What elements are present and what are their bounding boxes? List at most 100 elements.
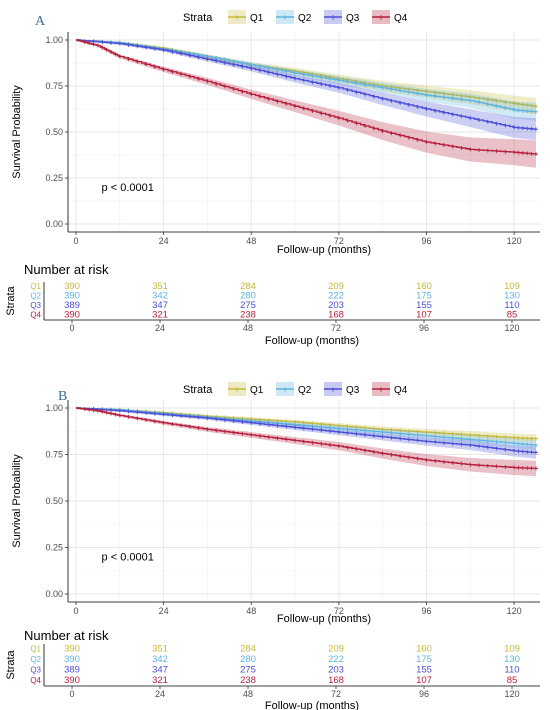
censor-mark bbox=[336, 116, 341, 121]
risk-count: 284 bbox=[240, 281, 256, 292]
censor-mark bbox=[144, 45, 149, 50]
legend-cross-q1: + bbox=[234, 385, 240, 396]
censor-mark bbox=[284, 101, 289, 106]
censor-mark bbox=[494, 446, 499, 451]
censor-mark bbox=[363, 428, 368, 433]
risk-count: 85 bbox=[507, 675, 518, 686]
x-tick-label: 0 bbox=[73, 606, 78, 616]
censor-mark bbox=[485, 102, 490, 107]
censor-mark bbox=[187, 74, 192, 79]
censor-mark bbox=[468, 147, 473, 152]
censor-mark bbox=[534, 109, 538, 114]
legend-label-q1: Q1 bbox=[250, 13, 264, 24]
censor-mark bbox=[415, 456, 420, 461]
censor-mark bbox=[529, 466, 534, 471]
censor-mark bbox=[529, 151, 534, 156]
censor-mark bbox=[214, 428, 219, 433]
censor-mark bbox=[240, 64, 245, 69]
censor-mark bbox=[109, 40, 114, 45]
censor-mark bbox=[468, 462, 473, 467]
censor-mark bbox=[363, 82, 368, 87]
censor-mark bbox=[424, 433, 429, 438]
censor-mark bbox=[406, 90, 411, 95]
censor-mark bbox=[319, 424, 324, 429]
censor-mark bbox=[249, 92, 254, 97]
censor-mark bbox=[442, 459, 446, 464]
censor-mark bbox=[450, 460, 455, 465]
censor-mark bbox=[442, 143, 446, 148]
censor-mark bbox=[310, 74, 315, 79]
censor-mark bbox=[503, 447, 508, 452]
censor-mark bbox=[468, 95, 473, 100]
censor-mark bbox=[336, 426, 341, 431]
risk-y-axis-title: Strata bbox=[5, 285, 17, 315]
censor-mark bbox=[363, 448, 368, 453]
censor-mark bbox=[117, 54, 122, 59]
censor-mark bbox=[100, 409, 105, 414]
censor-mark bbox=[371, 84, 376, 89]
censor-mark bbox=[319, 441, 324, 446]
censor-mark bbox=[196, 415, 201, 420]
censor-mark bbox=[249, 432, 254, 437]
censor-mark bbox=[336, 78, 341, 83]
censor-mark bbox=[398, 88, 403, 93]
censor-mark bbox=[459, 442, 464, 447]
p-value: p < 0.0001 bbox=[102, 182, 154, 194]
risk-count: 238 bbox=[240, 309, 256, 320]
y-axis-title: Survival Probability bbox=[11, 454, 23, 548]
risk-table-area bbox=[44, 644, 540, 686]
censor-mark bbox=[266, 97, 271, 102]
risk-count: 275 bbox=[240, 665, 256, 676]
censor-mark bbox=[336, 444, 341, 449]
censor-mark bbox=[100, 45, 105, 50]
risk-count: 389 bbox=[64, 665, 80, 676]
censor-mark bbox=[336, 430, 341, 435]
censor-mark bbox=[293, 76, 298, 81]
censor-mark bbox=[380, 96, 385, 101]
censor-mark bbox=[144, 417, 149, 422]
x-axis-title: Follow-up (months) bbox=[277, 244, 371, 256]
censor-mark bbox=[512, 150, 517, 155]
censor-mark bbox=[433, 434, 438, 439]
censor-mark bbox=[389, 131, 394, 136]
censor-mark bbox=[529, 103, 534, 108]
censor-mark bbox=[525, 103, 530, 108]
risk-count: 390 bbox=[64, 675, 80, 686]
censor-mark bbox=[258, 68, 262, 73]
censor-mark bbox=[82, 40, 87, 45]
x-tick-label: 24 bbox=[159, 236, 169, 246]
censor-mark bbox=[389, 452, 394, 457]
risk-row-label-q3: Q3 bbox=[30, 666, 41, 675]
legend-cross-q3: + bbox=[330, 385, 336, 396]
risk-count: 351 bbox=[152, 281, 168, 292]
censor-mark bbox=[249, 66, 254, 71]
km-panel-a: A Strata + Q1 + Q2 + Q3 + Q4 0 24 48 72 96 120 0.00 0.25 0… bbox=[5, 10, 540, 347]
censor-mark bbox=[109, 411, 114, 416]
censor-mark bbox=[520, 465, 525, 470]
censor-mark bbox=[222, 84, 227, 89]
censor-mark bbox=[512, 441, 517, 446]
censor-mark bbox=[371, 433, 376, 438]
censor-mark bbox=[258, 434, 262, 439]
censor-mark bbox=[152, 419, 157, 424]
risk-row-label-q2: Q2 bbox=[30, 291, 41, 300]
censor-mark bbox=[231, 62, 236, 67]
censor-mark bbox=[205, 57, 210, 62]
censor-mark bbox=[135, 59, 140, 64]
risk-x-tick-label: 48 bbox=[243, 689, 253, 699]
censor-mark bbox=[442, 95, 446, 100]
censor-mark bbox=[205, 416, 210, 421]
risk-x-tick-label: 24 bbox=[155, 689, 165, 699]
censor-mark bbox=[161, 67, 166, 72]
legend-cross-q1: + bbox=[234, 13, 240, 24]
p-value: p < 0.0001 bbox=[102, 552, 154, 564]
censor-mark bbox=[503, 100, 508, 105]
censor-mark bbox=[266, 422, 271, 427]
risk-count: 390 bbox=[64, 281, 80, 292]
censor-mark bbox=[117, 408, 122, 413]
censor-mark bbox=[450, 112, 455, 117]
censor-mark bbox=[433, 108, 438, 113]
censor-mark bbox=[179, 51, 184, 56]
censor-mark bbox=[424, 89, 429, 94]
